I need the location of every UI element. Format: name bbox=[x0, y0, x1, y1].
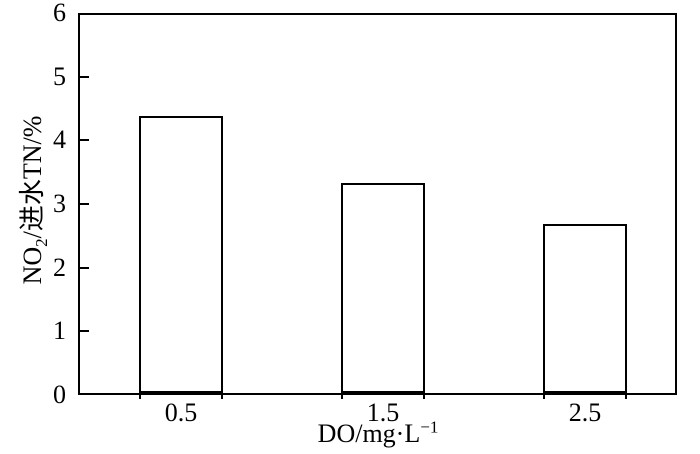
x-axis-tick bbox=[625, 395, 627, 399]
x-axis-title-prefix: DO/mg·L bbox=[317, 419, 421, 448]
y-axis-tick bbox=[80, 266, 89, 269]
y-axis-tick-label: 6 bbox=[53, 0, 66, 27]
x-axis-tick-label: 1.5 bbox=[366, 398, 400, 427]
y-axis-tick-label: 0 bbox=[53, 380, 66, 409]
x-axis-tick bbox=[543, 395, 545, 399]
x-axis-title: DO/mg·L−1 bbox=[317, 418, 439, 448]
x-axis-tick bbox=[341, 395, 343, 399]
y-axis-tick bbox=[80, 139, 89, 142]
bar bbox=[139, 116, 223, 393]
x-axis-tick bbox=[423, 395, 425, 399]
y-axis-tick-label: 2 bbox=[53, 252, 66, 282]
bar bbox=[341, 182, 425, 393]
y-axis-tick bbox=[80, 203, 89, 205]
y-axis-tick-label: 5 bbox=[53, 61, 66, 91]
x-axis-title-superscript: −1 bbox=[420, 417, 439, 437]
y-axis-tick bbox=[80, 75, 89, 78]
y-axis-tick-label: 3 bbox=[53, 189, 66, 218]
bar bbox=[543, 224, 627, 393]
y-axis-title-subscript: 2 bbox=[32, 238, 52, 247]
y-axis-tick bbox=[80, 330, 89, 333]
x-axis-tick bbox=[221, 395, 223, 399]
y-axis-tick-label: 4 bbox=[53, 125, 66, 155]
x-axis-tick-label: 2.5 bbox=[568, 398, 602, 427]
y-axis-tick-label: 1 bbox=[53, 316, 66, 346]
x-axis-tick-label: 0.5 bbox=[164, 398, 198, 427]
x-axis-tick bbox=[139, 395, 141, 399]
